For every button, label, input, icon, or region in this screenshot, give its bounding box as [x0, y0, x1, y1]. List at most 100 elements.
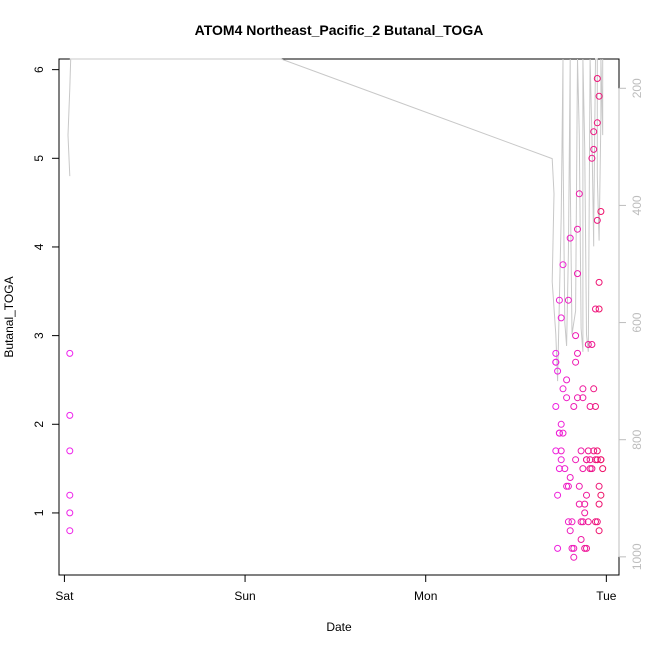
data-point [595, 500, 603, 508]
data-point [595, 527, 603, 535]
data-point [572, 456, 580, 464]
data-point [557, 314, 565, 322]
data-point [584, 447, 592, 455]
data-point [590, 128, 598, 136]
data-point [66, 349, 74, 357]
data-point [581, 500, 589, 508]
data-point [564, 482, 572, 490]
data-point [575, 482, 583, 490]
data-point [575, 190, 583, 198]
data-point [66, 527, 74, 535]
data-point [570, 544, 578, 552]
data-point [557, 447, 565, 455]
chart-title: ATOM4 Northeast_Pacific_2 Butanal_TOGA [195, 22, 484, 38]
plot-area [66, 58, 607, 561]
data-point [559, 385, 567, 393]
data-point [579, 518, 587, 526]
data-point [597, 456, 605, 464]
data-point [593, 119, 601, 127]
data-point [570, 403, 578, 410]
plot-frame [58, 58, 620, 576]
data-point [572, 358, 580, 366]
y2-axis: 200 400 600 800 1000 [618, 78, 644, 570]
data-point [577, 447, 585, 455]
data-point [592, 403, 599, 410]
data-point [575, 500, 583, 508]
data-point [566, 234, 574, 242]
data-point [590, 385, 598, 393]
data-point [593, 456, 601, 464]
y-tick-label: 3 [32, 332, 46, 339]
data-point [577, 536, 585, 543]
y2-tick-label: 800 [630, 429, 644, 449]
data-point [563, 394, 571, 402]
data-point [595, 305, 603, 313]
data-point [588, 341, 596, 348]
x-tick-label: Sun [234, 589, 255, 603]
data-point [593, 75, 601, 82]
data-point [574, 270, 581, 278]
data-point [555, 465, 563, 473]
data-point [552, 358, 560, 366]
data-point [574, 394, 581, 402]
data-point [583, 491, 590, 499]
data-point [559, 429, 567, 437]
data-point [586, 403, 594, 410]
data-point [564, 518, 572, 526]
data-point [555, 296, 563, 304]
data-point [584, 341, 592, 348]
data-point [595, 278, 603, 286]
x-tick-label: Tue [596, 589, 617, 603]
y2-tick-label: 400 [630, 195, 644, 215]
y-axis-label: Butanal_TOGA [2, 276, 16, 357]
x-axis-label: Date [326, 620, 352, 634]
data-point [561, 465, 569, 473]
data-point [552, 403, 560, 410]
data-point [66, 411, 74, 419]
data-point [599, 465, 607, 473]
data-point [66, 447, 74, 455]
y2-tick-label: 200 [630, 78, 644, 98]
data-point [581, 509, 589, 517]
data-point [595, 92, 603, 100]
data-point [583, 456, 590, 464]
data-point [593, 216, 601, 224]
data-point [557, 420, 565, 428]
x-tick-label: Sat [55, 589, 74, 603]
data-point [563, 376, 571, 384]
y2-tick-label: 1000 [630, 543, 644, 570]
x-tick-label: Mon [414, 589, 437, 603]
data-point [579, 465, 587, 473]
data-point [583, 544, 590, 552]
data-point [555, 429, 563, 437]
data-point [552, 447, 560, 455]
data-point [566, 527, 574, 535]
series-line [67, 58, 604, 382]
y-tick-label: 4 [32, 243, 46, 250]
data-point [593, 447, 601, 455]
data-point [590, 447, 598, 455]
data-point [564, 296, 572, 304]
data-point [597, 491, 605, 499]
data-point [584, 518, 592, 526]
data-point [559, 261, 567, 269]
data-point [552, 349, 560, 357]
y2-tick-label: 600 [630, 312, 644, 332]
data-point [66, 491, 74, 499]
data-point [574, 349, 581, 357]
data-point [593, 518, 601, 526]
data-point [557, 456, 565, 464]
y-axis: 1 2 3 4 5 6 [32, 66, 60, 516]
data-point [590, 145, 598, 153]
data-point [588, 465, 596, 473]
data-point [554, 367, 562, 375]
data-point [554, 544, 562, 552]
data-point [592, 305, 599, 313]
data-point [586, 456, 594, 464]
data-point [566, 474, 574, 481]
data-point [579, 385, 587, 393]
y-tick-label: 6 [32, 66, 46, 73]
y-tick-label: 1 [32, 509, 46, 516]
line-series [67, 58, 604, 382]
